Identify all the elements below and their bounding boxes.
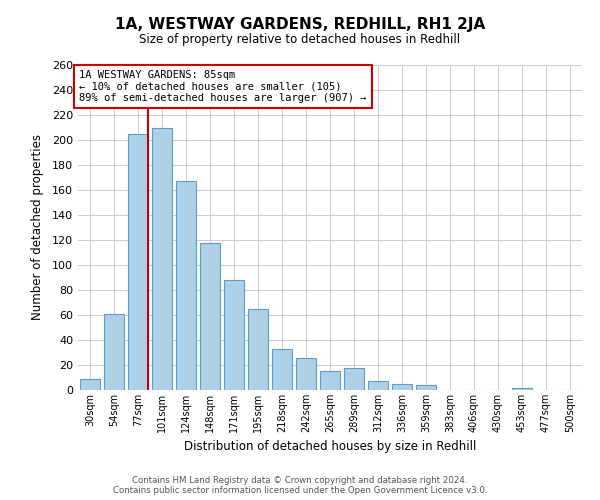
Bar [248, 308, 268, 390]
Bar [80, 379, 100, 390]
X-axis label: Distribution of detached houses by size in Redhill: Distribution of detached houses by size … [184, 440, 476, 454]
Text: Size of property relative to detached houses in Redhill: Size of property relative to detached ho… [139, 32, 461, 46]
Bar [104, 314, 124, 390]
Bar [392, 384, 412, 390]
Bar [152, 128, 172, 390]
Bar [224, 280, 244, 390]
Bar [272, 349, 292, 390]
Bar [416, 385, 436, 390]
Bar [368, 381, 388, 390]
Bar [512, 388, 532, 390]
Bar [296, 358, 316, 390]
Bar [344, 368, 364, 390]
Y-axis label: Number of detached properties: Number of detached properties [31, 134, 44, 320]
Text: 1A, WESTWAY GARDENS, REDHILL, RH1 2JA: 1A, WESTWAY GARDENS, REDHILL, RH1 2JA [115, 18, 485, 32]
Bar [176, 181, 196, 390]
Bar [200, 242, 220, 390]
Text: Contains HM Land Registry data © Crown copyright and database right 2024.: Contains HM Land Registry data © Crown c… [132, 476, 468, 485]
Bar [128, 134, 148, 390]
Bar [320, 371, 340, 390]
Text: 1A WESTWAY GARDENS: 85sqm
← 10% of detached houses are smaller (105)
89% of semi: 1A WESTWAY GARDENS: 85sqm ← 10% of detac… [79, 70, 367, 103]
Text: Contains public sector information licensed under the Open Government Licence v3: Contains public sector information licen… [113, 486, 487, 495]
